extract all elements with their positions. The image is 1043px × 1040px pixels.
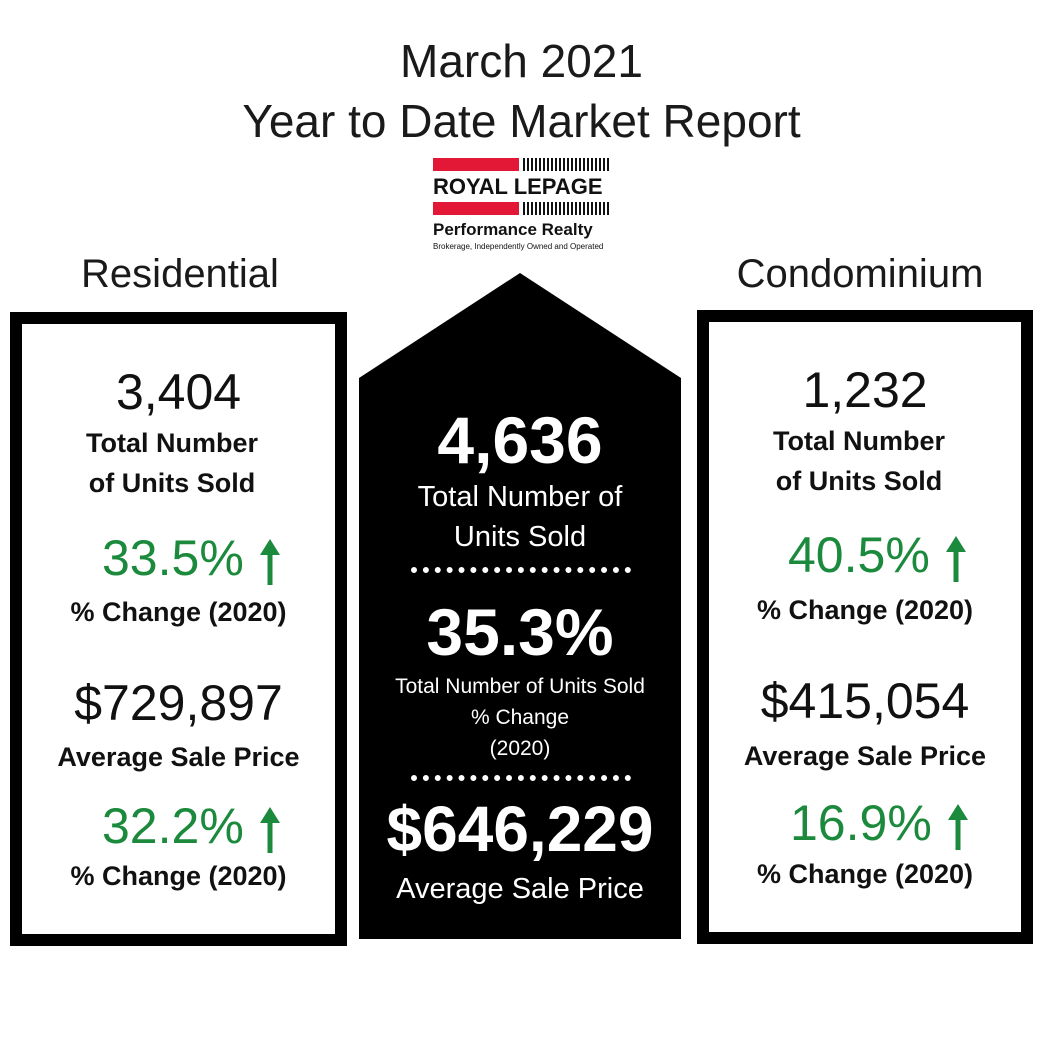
arrow-up-icon (947, 803, 968, 850)
report-title-line-2: Year to Date Market Report (242, 95, 801, 147)
residential-price-change: 32.2% (102, 798, 282, 855)
condominium-units-change-value: 40.5% (788, 527, 930, 583)
residential-units-change-label: % Change (2020) (70, 597, 287, 627)
condominium-units-label-2: of Units Sold (775, 466, 943, 496)
residential-price-change-value: 32.2% (102, 798, 244, 854)
condominium-units-label-1: Total Number (772, 426, 945, 456)
residential-units-label-2: of Units Sold (88, 468, 256, 498)
residential-heading: Residential (81, 252, 279, 296)
condominium-units-change: 40.5% (788, 527, 968, 584)
condominium-price-change-label: % Change (2020) (756, 859, 974, 889)
total-change-label-1: Total Number of Units Sold (395, 675, 645, 698)
logo-name: Performance Realty (433, 220, 593, 239)
residential-price-change-label: % Change (2020) (70, 861, 287, 891)
total-price-label: Average Sale Price (396, 873, 644, 905)
condominium-units-change-label: % Change (2020) (756, 595, 974, 625)
divider-dots (411, 775, 631, 781)
residential-units: 3,404 (115, 364, 242, 420)
arrow-up-icon (945, 535, 966, 582)
condominium-price-change-value: 16.9% (790, 795, 932, 851)
divider-dots (411, 567, 631, 573)
arrow-up-icon (259, 538, 280, 585)
report-title-line-1: March 2021 (400, 35, 643, 87)
condominium-price-change: 16.9% (790, 795, 970, 852)
total-units: 4,636 (437, 403, 603, 477)
total-change-label-2: % Change (470, 706, 570, 729)
residential-price-label: Average Sale Price (57, 742, 300, 772)
condominium-price-label: Average Sale Price (743, 741, 987, 771)
residential-units-change-value: 33.5% (102, 530, 244, 586)
total-units-label-2: Units Sold (453, 521, 587, 553)
royal-lepage-logo: ROYAL LEPAGE Performance Realty Brokerag… (433, 158, 609, 256)
house-shape (359, 273, 681, 939)
total-price: $646,229 (386, 793, 654, 865)
residential-panel (10, 312, 347, 946)
total-change: 35.3% (426, 595, 614, 669)
condominium-units: 1,232 (802, 362, 928, 418)
arrow-up-icon (259, 806, 280, 853)
logo-tagline: Brokerage, Independently Owned and Opera… (433, 242, 604, 251)
total-change-label-3: (2020) (489, 737, 551, 760)
total-units-label-1: Total Number of (417, 481, 623, 513)
condominium-heading: Condominium (736, 252, 984, 296)
logo-brand: ROYAL LEPAGE (433, 174, 603, 199)
residential-units-change: 33.5% (102, 530, 282, 587)
condominium-price: $415,054 (760, 673, 970, 729)
condominium-panel (697, 310, 1033, 944)
residential-units-label-1: Total Number (85, 428, 258, 458)
residential-price: $729,897 (74, 675, 283, 731)
